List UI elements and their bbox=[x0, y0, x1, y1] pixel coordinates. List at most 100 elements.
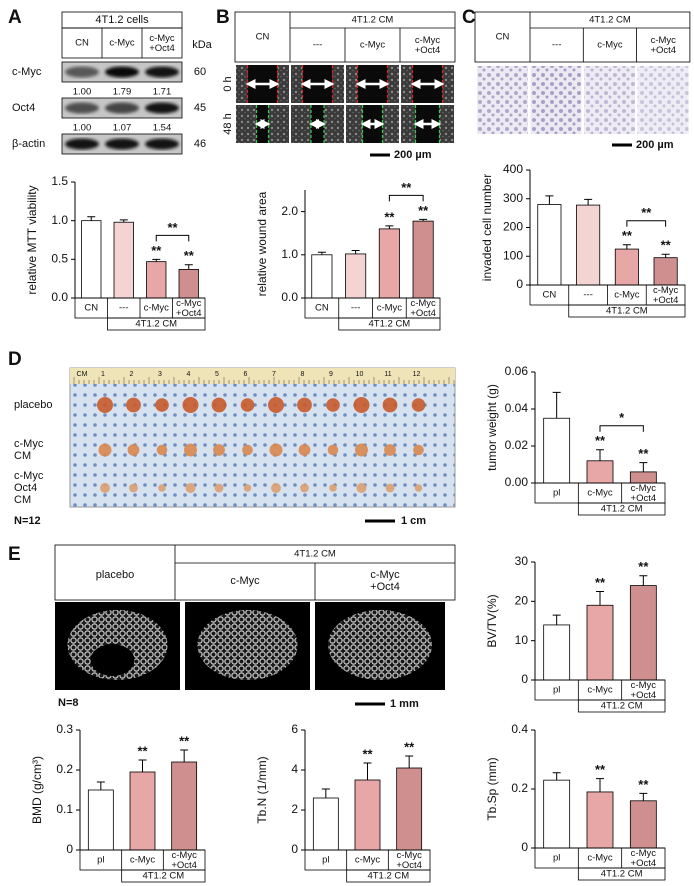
group-table bbox=[577, 699, 666, 713]
y-tick-label: 20 bbox=[515, 594, 529, 608]
error-bar bbox=[596, 778, 604, 792]
error-bar bbox=[87, 216, 96, 221]
sample-size: N=12 bbox=[14, 515, 41, 527]
group-label: 4T1.2 CM bbox=[142, 871, 184, 882]
error-bar bbox=[351, 249, 360, 254]
y-tick-label: 0.0 bbox=[281, 290, 298, 304]
y-tick-label: 0 bbox=[521, 840, 528, 854]
tumor bbox=[126, 397, 141, 413]
significance: ** bbox=[622, 228, 633, 243]
row-label: c-Myc CM bbox=[14, 438, 44, 462]
tumor bbox=[100, 483, 110, 493]
significance: ** bbox=[137, 743, 148, 758]
bracket bbox=[388, 194, 424, 202]
tumor bbox=[127, 444, 140, 456]
error-bar bbox=[405, 755, 414, 768]
header-table bbox=[474, 11, 691, 63]
tumor bbox=[271, 483, 281, 493]
header-table bbox=[54, 544, 456, 601]
error-bar bbox=[184, 264, 193, 270]
bar bbox=[87, 789, 114, 851]
y-tick-label: 0.02 bbox=[505, 438, 529, 452]
tumor bbox=[213, 444, 225, 456]
bar bbox=[614, 248, 639, 286]
row-label: c-Myc Oct4 CM bbox=[14, 470, 44, 506]
y-tick-label: 6 bbox=[291, 722, 298, 736]
y-tick-label: 0.00 bbox=[505, 475, 529, 489]
kda-label: kDa bbox=[192, 39, 212, 51]
bracket-label: ** bbox=[167, 220, 178, 235]
lane-label: c-Myc +Oct4 bbox=[149, 32, 175, 53]
x-tick-label: c-Myc bbox=[144, 303, 170, 314]
tumor-photo bbox=[69, 367, 456, 508]
group-table bbox=[577, 867, 666, 881]
group-label: 4T1.2 CM bbox=[606, 306, 648, 317]
y-tick-label: 0.3 bbox=[56, 722, 73, 736]
scale-label: 1 cm bbox=[401, 515, 426, 527]
x-tick-label: pl bbox=[553, 853, 560, 864]
blot-band bbox=[65, 66, 99, 78]
tumor bbox=[182, 397, 199, 413]
tumor bbox=[327, 444, 339, 456]
panel-label: D bbox=[8, 349, 22, 370]
lane-label: c-Myc bbox=[109, 38, 135, 49]
error-bar bbox=[385, 225, 394, 229]
blot-band bbox=[65, 102, 99, 114]
x-tick-label: pl bbox=[553, 685, 560, 696]
y-tick-label: 0 bbox=[516, 277, 523, 291]
y-axis-label: Tb.N (1/mm) bbox=[255, 756, 269, 823]
tumor bbox=[353, 397, 370, 413]
bracket-label: ** bbox=[641, 205, 652, 220]
significance: ** bbox=[595, 762, 606, 777]
tumor bbox=[268, 397, 284, 413]
x-tick-label: c-Myc +Oct4 bbox=[176, 297, 202, 318]
panel-label: E bbox=[8, 544, 21, 565]
bar bbox=[543, 624, 571, 681]
bar bbox=[653, 257, 678, 286]
panel-label: B bbox=[216, 7, 230, 28]
significance: ** bbox=[418, 203, 429, 218]
group-label: 4T1.2 CM bbox=[294, 549, 336, 560]
significance: ** bbox=[638, 777, 649, 792]
y-tick-label: 0.06 bbox=[505, 364, 529, 378]
ruler-number: 5 bbox=[215, 371, 219, 378]
x-tick-label: CN bbox=[543, 290, 557, 301]
y-axis-label: BV/TV(%) bbox=[485, 594, 499, 647]
band-quant: 1.79 bbox=[113, 87, 132, 98]
column-label: c-Myc +Oct4 bbox=[370, 569, 400, 593]
error-bar bbox=[552, 614, 561, 625]
error-bar bbox=[639, 792, 648, 801]
bar bbox=[629, 585, 657, 681]
invasion-image bbox=[637, 66, 689, 134]
control-label: CN bbox=[496, 32, 510, 43]
control-label: CN bbox=[256, 32, 270, 43]
significance: ** bbox=[184, 248, 195, 263]
panel-label: C bbox=[462, 7, 476, 28]
y-tick-label: 30 bbox=[515, 554, 529, 568]
bracket-label: ** bbox=[401, 180, 412, 195]
scale-label: 200 µm bbox=[636, 139, 674, 151]
tumor bbox=[269, 443, 283, 457]
tumor bbox=[411, 398, 426, 412]
tumor bbox=[414, 484, 423, 492]
bar bbox=[543, 779, 571, 849]
group-table bbox=[346, 869, 431, 883]
x-tick-label: c-Myc bbox=[614, 290, 640, 301]
error-bar bbox=[661, 253, 670, 258]
ruler-number: 8 bbox=[301, 371, 305, 378]
bar bbox=[146, 261, 167, 299]
error-bar bbox=[119, 219, 128, 223]
column-label: c-Myc +Oct4 bbox=[415, 34, 441, 55]
group-label: 4T1.2 CM bbox=[601, 869, 643, 880]
error-bar bbox=[622, 244, 631, 250]
protein-label: β-actin bbox=[12, 138, 45, 150]
column-label: c-Myc bbox=[360, 40, 386, 51]
group-table bbox=[107, 317, 206, 331]
ruler-number: 11 bbox=[384, 371, 391, 378]
bar bbox=[312, 797, 339, 851]
x-tick-label: c-Myc bbox=[355, 855, 381, 866]
ruler-unit: CM bbox=[77, 371, 88, 378]
error-bar bbox=[152, 258, 161, 262]
significance: ** bbox=[595, 433, 606, 448]
tumor bbox=[356, 483, 367, 493]
